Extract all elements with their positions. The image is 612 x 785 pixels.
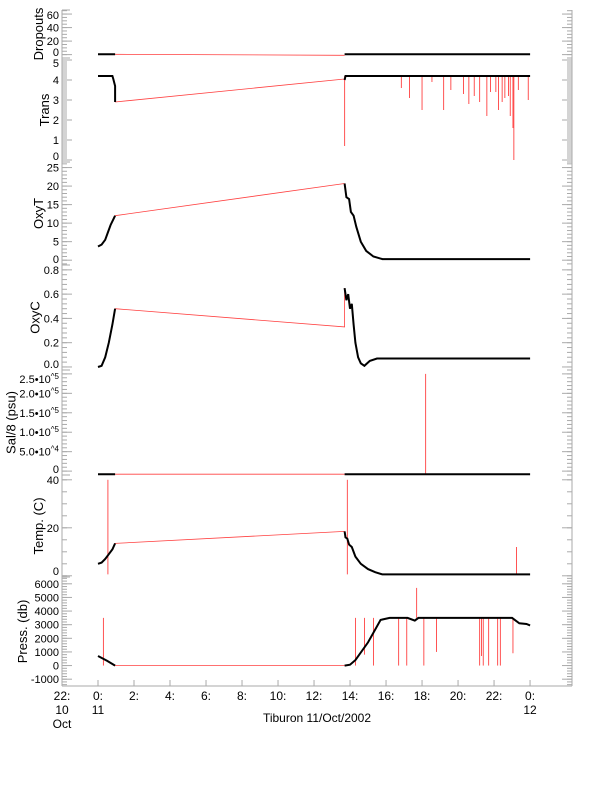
y-tick-label: 0 (53, 254, 59, 266)
y-tick-label: 0.0 (44, 359, 59, 371)
x-tick-label: 20: (450, 689, 467, 703)
y-tick-label: -1000 (31, 674, 59, 686)
x-tick-label: 14: (342, 689, 359, 703)
x-tick-label: 6: (201, 689, 211, 703)
x-tick-label: 11 (92, 703, 105, 717)
y-tick-label: 10 (47, 218, 59, 230)
x-tick-label: 18: (414, 689, 431, 703)
y-tick-label: 1000 (35, 647, 59, 659)
y-tick-label: 0 (53, 464, 59, 476)
x-tick-label: 22: (486, 689, 503, 703)
y-tick-label: 20 (47, 36, 59, 48)
y-tick-label: 1 (53, 135, 59, 147)
y-axis-label: Trans (37, 93, 52, 126)
y-axis-label: OxyC (28, 301, 43, 334)
data-series-line (343, 531, 531, 576)
y-tick-label: 1.0•10^5 (19, 425, 59, 439)
x-tick-label: 2: (129, 689, 139, 703)
y-tick-label: 0 (53, 566, 59, 578)
y-tick-label: 0 (53, 47, 59, 59)
y-tick-label: 20 (47, 181, 59, 193)
y-tick-label: 2.0•10^5 (19, 386, 59, 400)
y-tick-label: 0 (53, 151, 59, 163)
y-tick-label: 2 (53, 115, 59, 127)
gap-interpolation-line (115, 288, 346, 328)
y-tick-label: 1.5•10^5 (19, 406, 59, 420)
x-tick-label: 10: (270, 689, 287, 703)
gap-interpolation-line (115, 183, 345, 217)
x-tick-label: 12 (523, 703, 537, 717)
y-tick-label: 15 (47, 200, 59, 212)
y-tick-label: 0.6 (44, 289, 59, 301)
y-axis-label: Temp. (C) (31, 497, 46, 554)
x-tick-label: 10 (55, 703, 69, 717)
y-tick-label: 60 (47, 10, 59, 22)
panel-sal-psu-: 0 5.0•10^4 1.0•10^5 1.5•10^5 2.0•10^52.5•10^… (3, 369, 573, 476)
panel-oxyc: 0.0 0.2 0.4 0.6 0.8 OxyC (28, 264, 573, 371)
y-tick-label: 5.0•10^4 (19, 445, 59, 459)
gap-interpolation-line (115, 78, 345, 103)
y-tick-label: 0.2 (44, 338, 59, 350)
x-tick-label: 12: (306, 689, 323, 703)
y-axis-label: Press. (db) (15, 600, 30, 664)
y-axis-label: OxyT (31, 198, 46, 229)
y-tick-label: 3000 (35, 620, 59, 632)
data-series-line (343, 287, 531, 368)
y-tick-label: 4000 (35, 606, 59, 618)
y-tick-label: 5 (53, 58, 59, 70)
data-series-line (97, 655, 116, 667)
y-tick-label: 0.8 (44, 265, 59, 277)
data-series-line (98, 75, 117, 102)
x-tick-label: 0: (525, 689, 535, 703)
x-tick-label: 22: (54, 689, 71, 703)
y-tick-label: 4 (53, 75, 59, 87)
y-tick-label: 2000 (35, 633, 59, 645)
y-axis-label: Dropouts (31, 7, 46, 60)
y-tick-label: 3 (53, 95, 59, 107)
y-tick-label: 40 (47, 23, 59, 35)
y-tick-label: 5 (53, 237, 59, 249)
panel-trans: 0 1 2 3 4 5 Trans (37, 57, 573, 163)
x-axis-title: Tiburon 11/Oct/2002 (263, 711, 371, 725)
y-tick-label: 40 (47, 475, 59, 487)
x-tick-label: 16: (378, 689, 395, 703)
x-tick-label: 4: (165, 689, 175, 703)
data-series-line (97, 215, 116, 248)
gap-interpolation-line (115, 531, 345, 544)
x-tick-label: Oct (53, 717, 72, 731)
data-series-line (344, 616, 531, 667)
y-tick-label: 5000 (35, 592, 59, 604)
data-series-line (343, 183, 531, 261)
x-tick-label: 0: (93, 689, 103, 703)
y-tick-label: 6000 (35, 579, 59, 591)
data-series-line (97, 542, 117, 565)
y-tick-label: 0.4 (44, 313, 59, 325)
y-tick-label: 25 (47, 163, 59, 175)
gap-interpolation-line (115, 53, 345, 56)
y-tick-label: 0 (53, 661, 59, 673)
data-series-line (343, 75, 531, 81)
panel-oxyt: 0 5 10 15 20 25 OxyT (31, 161, 573, 266)
x-tick-label: 8: (237, 689, 247, 703)
y-axis-label: Sal/8 (psu) (3, 391, 18, 454)
y-tick-label: 2.5•10^5 (19, 372, 59, 386)
data-series-line (97, 308, 117, 368)
y-tick-label: 20 (47, 523, 59, 535)
